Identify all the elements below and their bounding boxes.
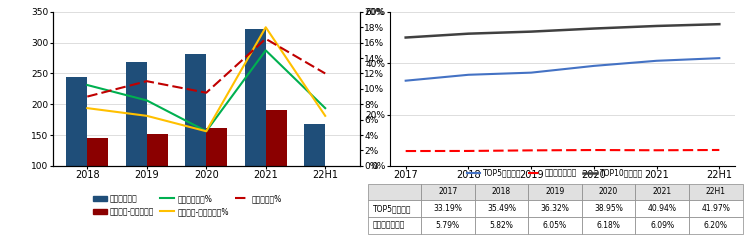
Bar — [87, 138, 108, 228]
Bar — [266, 110, 286, 228]
Legend: 心脑血管规模, 心脑血管-中成药规模, 心脑血管增速%, 心脑血管-中成药增速%, 通参药增速%: 心脑血管规模, 心脑血管-中成药规模, 心脑血管增速%, 心脑血管-中成药增速%… — [93, 194, 282, 216]
Bar — [126, 62, 147, 228]
Bar — [185, 54, 206, 228]
Bar — [147, 134, 167, 228]
Bar — [245, 29, 266, 228]
Bar — [67, 77, 87, 228]
Bar — [206, 128, 227, 228]
Bar — [326, 224, 346, 228]
Legend: TOP5市场份额, 通参茂市场份额, TOP10市场份额: TOP5市场份额, 通参茂市场份额, TOP10市场份额 — [464, 165, 646, 181]
Bar — [304, 124, 326, 228]
